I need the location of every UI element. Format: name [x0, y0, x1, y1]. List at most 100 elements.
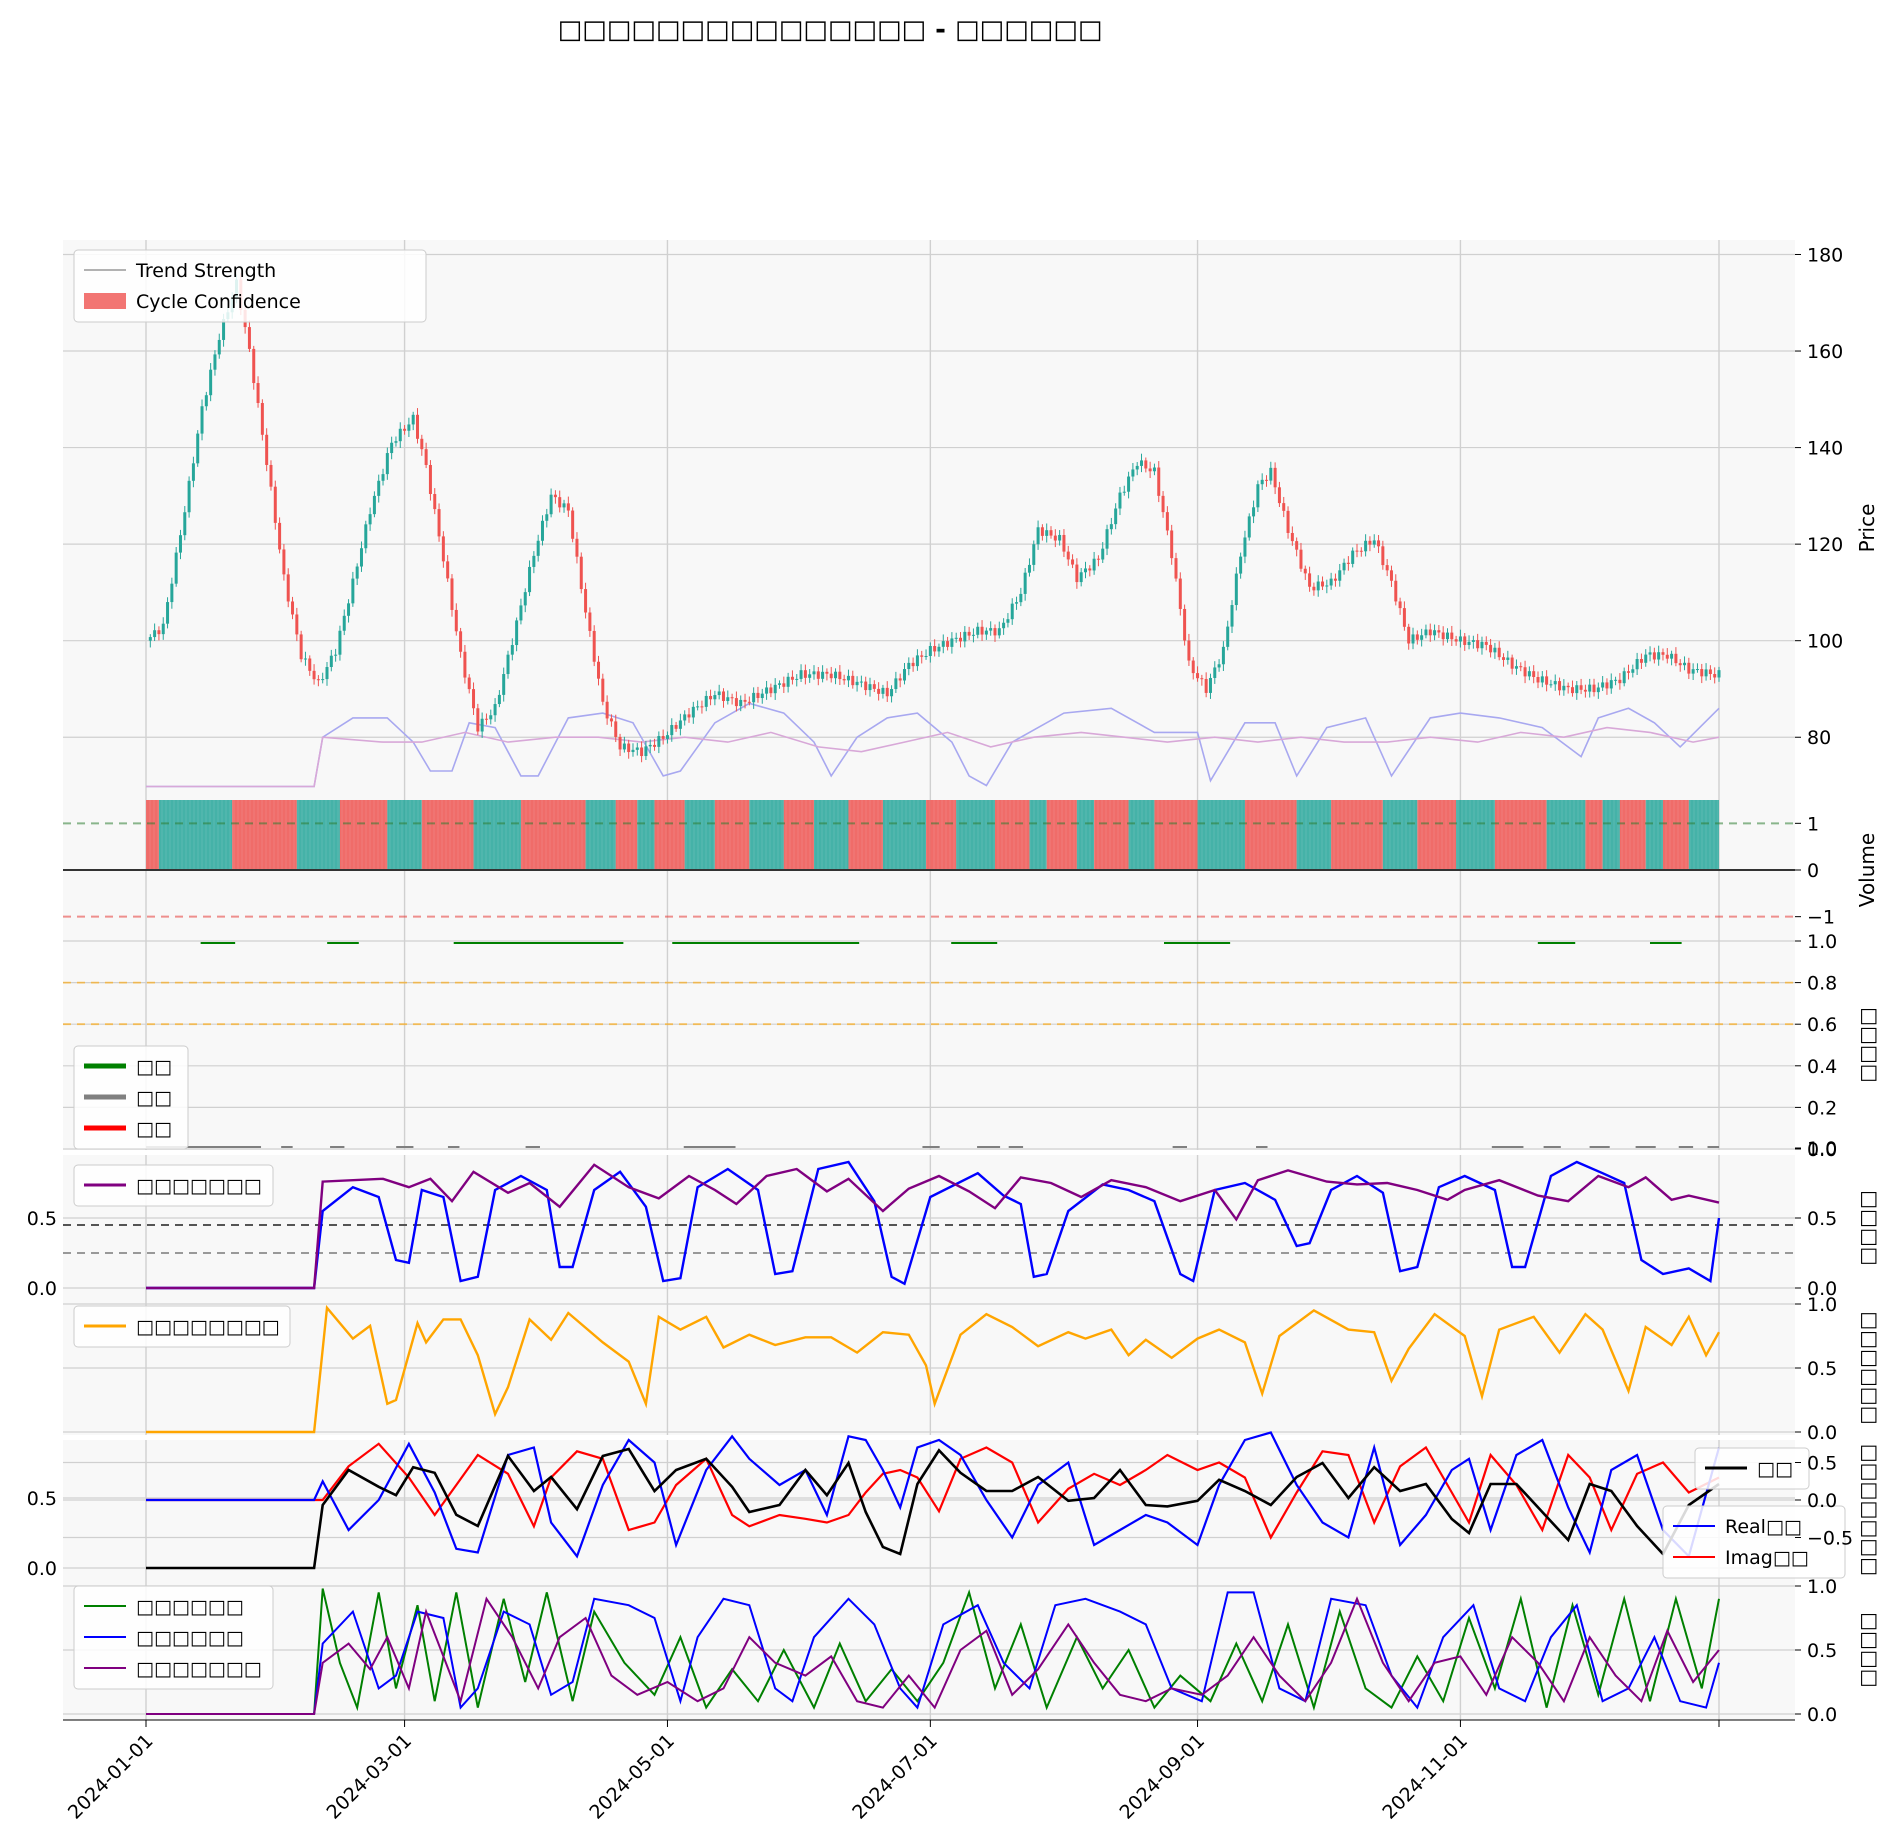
- candle-body: [1122, 491, 1126, 493]
- candle-body: [907, 662, 911, 670]
- candle-body: [1191, 660, 1195, 674]
- candle-body: [717, 691, 721, 696]
- signals-panel: □□□□□□□□□□□□□□□□□□□0.00.51.0□□□□: [63, 1576, 1879, 1726]
- candle-body: [644, 746, 648, 757]
- candle-body: [1247, 516, 1251, 538]
- volume-bar-11: [637, 800, 655, 870]
- candle-body: [872, 684, 876, 689]
- candle-body: [437, 509, 441, 537]
- candle-body: [1200, 678, 1204, 680]
- candle-body: [989, 628, 993, 631]
- volume-bar-14: [714, 800, 750, 870]
- strength-line-1: [146, 1163, 1720, 1290]
- legend-label-1: Imag□□: [1725, 1547, 1809, 1569]
- volume-bar-40: [1619, 800, 1646, 870]
- candle-body: [1506, 657, 1510, 660]
- ytick-label-r-3: 140: [1807, 438, 1843, 460]
- candle-body: [687, 714, 691, 718]
- legend-label-1: Cycle Confidence: [136, 291, 301, 313]
- candle-body: [265, 434, 269, 465]
- candle-body: [1260, 479, 1264, 485]
- candle-body: [1411, 634, 1415, 644]
- candle-body: [1532, 671, 1536, 678]
- volume-bar-0: [146, 800, 159, 870]
- volume-bar-3: [296, 800, 340, 870]
- candle-body: [377, 480, 381, 496]
- strength-line-0: [146, 1160, 1721, 1290]
- candle-body: [200, 406, 204, 434]
- candle-body: [648, 744, 652, 747]
- candle-body: [1648, 652, 1652, 655]
- candle-body: [1196, 673, 1200, 679]
- candle-body: [1523, 667, 1527, 677]
- candle-body: [467, 677, 471, 690]
- candle-body: [1338, 570, 1342, 581]
- candle-body: [1558, 681, 1562, 691]
- candle-body: [1519, 666, 1523, 668]
- candle-body: [1489, 644, 1493, 653]
- candle-body: [1295, 541, 1299, 550]
- candle-body: [747, 701, 751, 703]
- candle-body: [1325, 585, 1329, 587]
- candle-body: [1096, 558, 1100, 560]
- ytick-label-r-3: 0.6: [1807, 1014, 1837, 1036]
- candle-body: [1441, 632, 1445, 640]
- candle-body: [631, 749, 635, 753]
- candle-body: [571, 510, 575, 539]
- ytick-label-r-2: 1.0: [1807, 1294, 1837, 1316]
- candle-body: [696, 706, 700, 708]
- candle-body: [700, 706, 704, 708]
- ytick-label-r-5: 180: [1807, 244, 1843, 266]
- strength-panel: □□□□□□□0.00.51.00.00.5 □□□□: [27, 1138, 1879, 1300]
- candle-body: [786, 676, 790, 687]
- candle-body: [291, 601, 295, 615]
- candle-body: [1700, 669, 1704, 677]
- ytick-label-r-5: 1.0: [1807, 931, 1837, 953]
- candle-body: [308, 658, 312, 671]
- candle-body: [1316, 581, 1320, 591]
- candle-body: [1045, 530, 1049, 536]
- candle-body: [1566, 685, 1570, 688]
- candle-body: [588, 612, 592, 631]
- candle-body: [1454, 639, 1458, 642]
- candle-body: [1299, 549, 1303, 569]
- legend-box: [73, 1585, 274, 1690]
- candle-body: [566, 503, 570, 511]
- candle-body: [1333, 578, 1337, 581]
- candle-body: [1083, 568, 1087, 573]
- candle-body: [920, 655, 924, 657]
- candle-body: [217, 339, 221, 355]
- candle-body: [532, 555, 536, 567]
- candle-body: [838, 671, 842, 680]
- candle-body: [502, 674, 506, 695]
- candle-body: [691, 706, 695, 718]
- ytick-label-r-0: 0.0: [1807, 1704, 1837, 1726]
- candle-body: [609, 718, 613, 722]
- candle-body: [1364, 540, 1368, 552]
- ytick-label-r-0: 0.5: [1807, 1453, 1837, 1475]
- candle-body: [1256, 484, 1260, 508]
- candle-body: [1010, 603, 1014, 620]
- candle-body: [597, 661, 601, 679]
- y-axis-label: Price: [1855, 504, 1879, 553]
- candle-body: [709, 695, 713, 700]
- candle-body: [1377, 540, 1381, 547]
- candle-body: [1609, 680, 1613, 689]
- ytick-label-r-0: −1: [1807, 907, 1835, 929]
- candle-body: [1713, 674, 1717, 678]
- candle-body: [1252, 507, 1256, 517]
- y-axis-label: □□□□□□□: [1855, 1444, 1879, 1576]
- volume-bar-43: [1688, 800, 1719, 870]
- candle-body: [1657, 652, 1661, 660]
- candle-body: [1652, 652, 1656, 660]
- candle-body: [1058, 534, 1062, 541]
- volume-bar-28: [1154, 800, 1198, 870]
- candle-body: [803, 670, 807, 678]
- candle-body: [1217, 664, 1221, 668]
- candle-body: [622, 743, 626, 750]
- candle-body: [674, 725, 678, 729]
- figure-title: □□□□□□□□□□□□□□□ - □□□□□□: [558, 15, 1103, 45]
- candle-body: [1101, 548, 1105, 560]
- candle-body: [911, 662, 915, 667]
- candle-body: [372, 495, 376, 515]
